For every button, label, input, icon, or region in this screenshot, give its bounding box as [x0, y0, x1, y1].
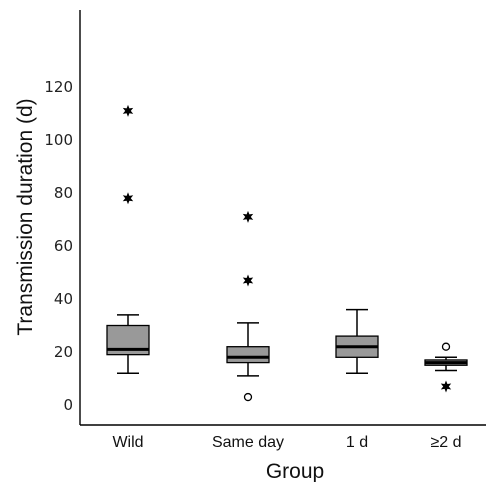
y-tick-label: 100 [44, 131, 73, 149]
box-group [424, 342, 468, 393]
outlier-point [243, 392, 253, 402]
box-group [106, 104, 150, 374]
y-tick-label: 20 [54, 343, 73, 361]
y-tick-label: 80 [54, 184, 73, 202]
x-category-label: Same day [212, 434, 284, 451]
outlier-point [441, 342, 451, 351]
extreme-point [122, 104, 134, 117]
x-category-label: ≥2 d [430, 434, 461, 451]
y-tick-label: 120 [44, 78, 73, 96]
y-tick-label: 0 [63, 396, 73, 414]
extreme-point [440, 380, 452, 393]
boxes [106, 104, 468, 402]
x-category-label: Wild [112, 434, 143, 451]
y-tick-label: 60 [54, 237, 73, 255]
y-tick-label: 40 [54, 290, 73, 308]
x-category-labels: Wild Same day 1 d ≥2 d [112, 434, 461, 451]
extreme-point [242, 274, 254, 287]
x-axis-title: Group [266, 460, 324, 482]
box-group [226, 210, 270, 402]
box-iqr [226, 346, 270, 364]
x-category-label: 1 d [346, 434, 368, 451]
extreme-point [122, 192, 134, 205]
extreme-point [242, 210, 254, 223]
y-tick-labels: 0 20 40 60 80 100 120 [44, 78, 73, 414]
y-axis-title: Transmission duration (d) [14, 98, 37, 335]
box-group [335, 308, 379, 374]
